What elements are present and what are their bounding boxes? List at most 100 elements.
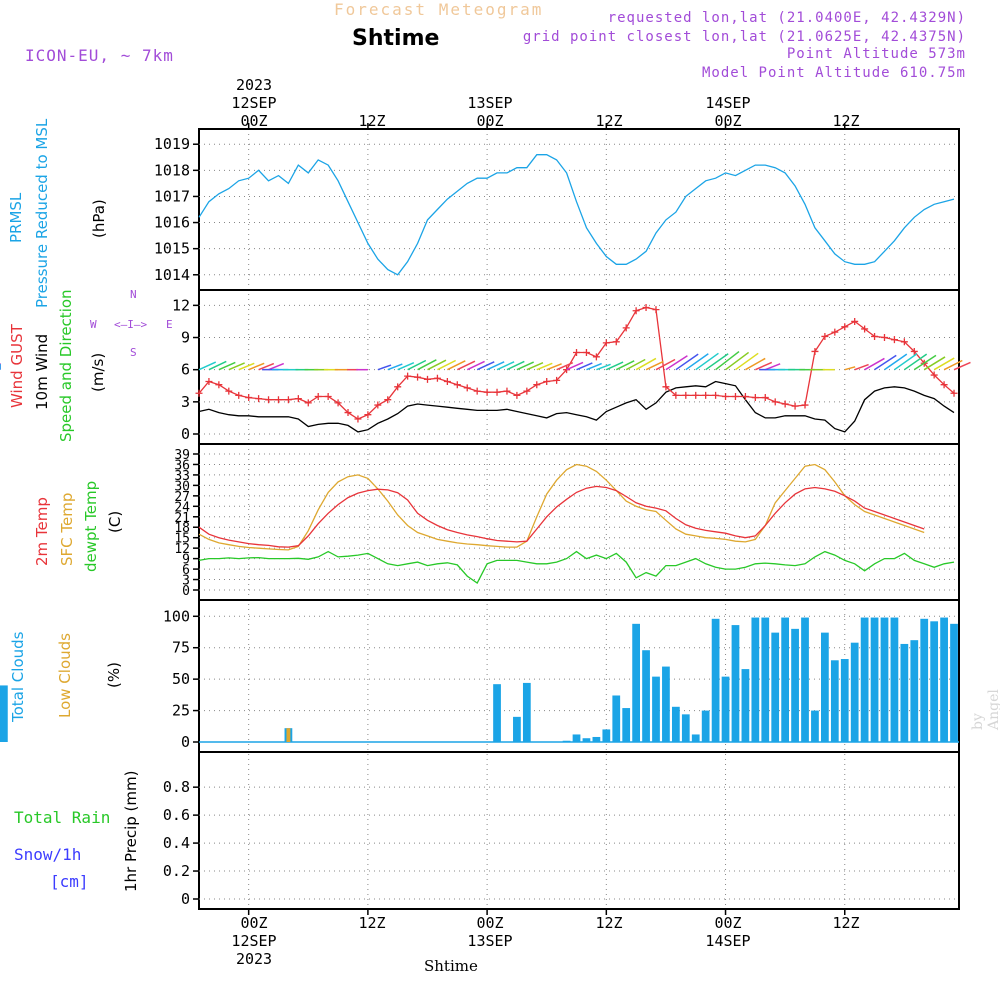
gust-marker-32	[513, 392, 520, 399]
total-cloud-bar-46	[652, 677, 660, 742]
wind-arrow-43	[626, 359, 645, 369]
gust-marker-62	[811, 348, 818, 355]
wind-arrow-24	[437, 361, 455, 370]
total-cloud-bar-73	[920, 619, 928, 742]
wind-arrow-29	[487, 362, 504, 370]
gust-marker-63	[821, 333, 828, 340]
gust-marker-64	[831, 329, 838, 336]
top-tick-00z-3: 00Z	[714, 112, 741, 130]
point-altitude: Point Altitude 573m	[787, 46, 966, 62]
ytick-label-p1-3: 9	[181, 329, 190, 347]
wind10m-line	[199, 382, 954, 432]
bottom-date-12sep: 12SEP	[231, 932, 276, 950]
label-low-clouds: Low Clouds	[56, 633, 74, 718]
ytick-label-p0-1: 1015	[154, 240, 190, 258]
total-cloud-bar-51	[702, 711, 710, 742]
total-cloud-bar-65	[841, 659, 849, 742]
label-snow: Snow/1h	[14, 845, 81, 864]
total-cloud-bar-47	[662, 667, 670, 742]
ytick-label-p0-0: 1014	[154, 266, 190, 284]
total-cloud-bar-48	[672, 707, 680, 742]
total-cloud-bar-75	[940, 618, 948, 742]
gust-marker-26	[454, 381, 461, 388]
ytick-label-p0-5: 1019	[154, 135, 190, 153]
ytick-label-p3-0: 0	[181, 733, 190, 751]
wind-arrow-70	[894, 354, 917, 370]
total-cloud-bar-37	[563, 741, 571, 742]
total-cloud-bar-59	[781, 618, 789, 742]
total-cloud-bar-64	[831, 660, 839, 742]
wind-arrow-72	[914, 355, 936, 369]
label-wind-speed-direction: Speed and Direction	[57, 289, 75, 442]
ytick-label-p1-0: 0	[181, 425, 190, 443]
bottom-date-13sep: 13SEP	[467, 932, 512, 950]
model-altitude: Model Point Altitude 610.75m	[702, 65, 966, 81]
bottom-tick-12z-3: 12Z	[832, 914, 859, 932]
ytick-label-p3-2: 50	[172, 670, 190, 688]
bottom-tick-00z-3: 00Z	[714, 914, 741, 932]
ytick-label-p4-1: 0.2	[163, 862, 190, 880]
gust-marker-45	[643, 304, 650, 311]
total-cloud-bar-57	[761, 618, 769, 742]
wind-arrow-31	[507, 361, 524, 369]
total-cloud-bar-43	[622, 708, 630, 742]
wind-arrow-53	[726, 352, 749, 369]
wind-arrow-23	[427, 360, 445, 370]
gust-marker-9	[285, 396, 292, 403]
total-cloud-bar-55	[742, 669, 750, 742]
gust-marker-5	[245, 394, 252, 401]
wind-arrow-0	[199, 362, 216, 370]
requested-coordinates: requested lon,lat (21.0400E, 42.4329N)	[608, 10, 966, 26]
total-cloud-bar-41	[602, 729, 610, 742]
ytick-label-p3-4: 100	[163, 607, 190, 625]
wind-arrow-44	[636, 358, 656, 369]
wind-arrow-22	[418, 360, 437, 370]
label-pressure-unit: (hPa)	[90, 199, 108, 238]
total-cloud-bar-69	[881, 618, 889, 742]
ytick-label-p0-3: 1017	[154, 187, 190, 205]
total-cloud-bar-42	[612, 695, 620, 742]
station-name: Shtime	[352, 26, 439, 51]
wind-arrow-21	[408, 361, 426, 370]
compass-west: W	[90, 318, 97, 331]
total-cloud-bar-38	[573, 734, 581, 742]
total-cloud-bar-39	[583, 738, 591, 742]
gust-marker-56	[752, 394, 759, 401]
gust-marker-11	[305, 399, 312, 406]
gust-marker-52	[712, 392, 719, 399]
gust-marker-58	[772, 398, 779, 405]
gust-marker-33	[523, 388, 530, 395]
forecast-title: Forecast Meteogram	[334, 0, 543, 19]
top-tick-12z-1: 12Z	[358, 112, 385, 130]
label-pressure-desc: Pressure Reduced to MSL	[33, 119, 51, 308]
total-cloud-bar-32	[513, 717, 521, 742]
t2m-line	[199, 486, 924, 547]
total-cloud-bar-71	[900, 644, 908, 742]
wind-arrow-25	[447, 361, 465, 370]
top-tick-12z-2: 12Z	[595, 112, 622, 130]
wind-arrow-26	[457, 361, 475, 370]
gust-marker-2	[215, 381, 222, 388]
ytick-label-p1-1: 3	[181, 393, 190, 411]
label-2m-temp: 2m Temp	[33, 497, 51, 566]
wind-arrow-74	[934, 358, 954, 370]
total-cloud-bar-33	[523, 683, 531, 742]
compass-south: S	[130, 346, 137, 359]
label-total-rain: Total Rain	[14, 808, 110, 827]
label-sfc-temp: SFC Temp	[58, 493, 76, 566]
meteogram-chart: 1014101510161017101810190369120369121518…	[0, 0, 1000, 1000]
total-cloud-bar-52	[712, 619, 720, 742]
gust-marker-59	[782, 400, 789, 407]
total-cloud-bar-53	[722, 677, 730, 742]
total-cloud-bar-68	[871, 618, 879, 742]
gust-marker-53	[722, 393, 729, 400]
top-tick-00z-2: 00Z	[476, 112, 503, 130]
gust-marker-12	[315, 393, 322, 400]
ytick-label-p4-3: 0.6	[163, 806, 190, 824]
wind-arrow-1	[209, 361, 226, 369]
top-tick-00z-1: 00Z	[240, 112, 267, 130]
gust-marker-60	[792, 403, 799, 410]
label-snow-unit: [cm]	[50, 872, 89, 891]
bottom-tick-12z-1: 12Z	[358, 914, 385, 932]
wind-arrow-42	[616, 361, 634, 370]
